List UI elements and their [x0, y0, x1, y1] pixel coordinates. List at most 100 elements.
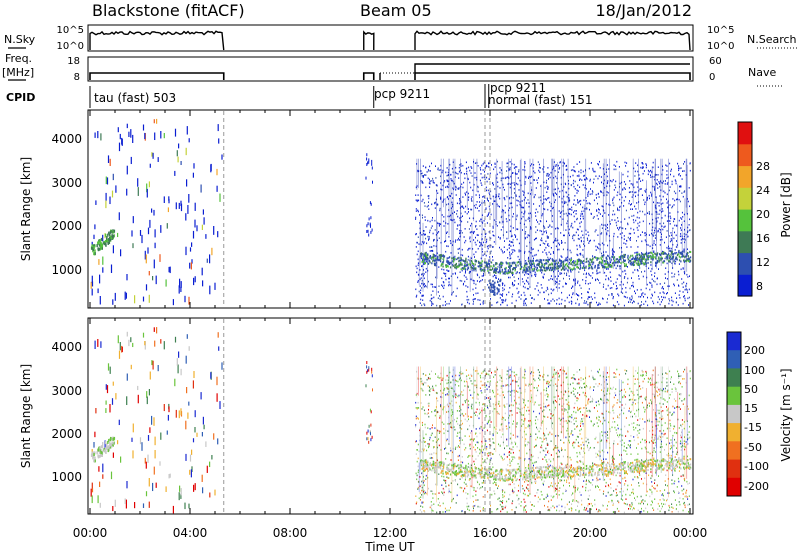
power-point — [456, 228, 458, 230]
power-point — [547, 302, 549, 305]
velocity-point — [436, 397, 438, 400]
power-streak — [419, 220, 421, 265]
power-gs-point — [585, 258, 588, 260]
power-point — [586, 237, 588, 240]
velocity-point — [552, 415, 554, 417]
velocity-point — [651, 436, 653, 439]
power-gs-point — [480, 262, 482, 265]
power-point — [487, 268, 489, 271]
velocity-point — [549, 464, 551, 467]
power-gs-point — [634, 261, 636, 264]
velocity-point — [438, 438, 440, 440]
power-cb-tick-20: 20 — [756, 208, 770, 221]
power-point — [541, 237, 543, 239]
power-point — [658, 268, 659, 270]
power-point — [416, 241, 418, 244]
power-point — [610, 280, 612, 282]
power-point — [427, 219, 429, 222]
power-gs-point — [583, 260, 585, 262]
power-gs-point — [495, 271, 497, 274]
power-gs-point — [604, 263, 606, 266]
velocity-point — [619, 454, 621, 456]
power-point — [569, 278, 570, 280]
power-point — [684, 228, 685, 231]
power-point — [677, 270, 679, 273]
power-point — [482, 300, 484, 302]
power-point — [437, 192, 439, 194]
power-gs-point — [581, 260, 583, 263]
power-point — [163, 196, 165, 203]
power-point — [671, 296, 673, 299]
power-point — [509, 257, 511, 260]
power-point — [421, 287, 423, 289]
power-point — [597, 272, 599, 274]
power-point — [547, 243, 549, 245]
power-point — [518, 250, 520, 253]
power-gs-point — [651, 252, 653, 254]
power-point — [639, 221, 641, 224]
power-gs-point — [633, 258, 635, 260]
power-point — [673, 175, 675, 178]
velocity-point — [546, 442, 548, 445]
power-point — [688, 224, 690, 226]
power-point — [629, 238, 631, 240]
power-point — [543, 291, 545, 294]
power-point — [586, 177, 587, 179]
velocity-point — [475, 451, 477, 453]
power-point — [479, 179, 481, 182]
power-point — [675, 182, 677, 185]
power-point — [602, 205, 604, 208]
power-streak — [561, 158, 563, 227]
power-point — [540, 199, 542, 202]
power-point — [651, 274, 653, 276]
power-point — [440, 164, 442, 167]
power-point — [437, 222, 439, 224]
power-point — [440, 196, 442, 199]
power-point — [417, 250, 419, 253]
power-gs-point — [576, 263, 578, 265]
power-point — [653, 251, 655, 254]
power-point — [492, 184, 494, 186]
power-point — [196, 225, 198, 232]
power-point — [555, 286, 557, 289]
power-point — [417, 280, 419, 282]
power-gs-point — [523, 264, 526, 267]
power-gs-point — [666, 257, 668, 260]
power-point — [543, 273, 545, 276]
power-point — [683, 220, 685, 222]
power-point — [535, 226, 537, 228]
power-point — [624, 161, 626, 164]
power-point — [472, 248, 474, 250]
power-point — [448, 270, 450, 272]
power-point — [578, 175, 580, 178]
power-point — [664, 241, 665, 244]
power-point — [466, 290, 468, 293]
power-point — [586, 202, 588, 205]
power-point — [625, 209, 627, 212]
power-point — [619, 267, 621, 270]
power-point — [506, 304, 508, 307]
power-gs-point — [447, 261, 449, 264]
power-point — [646, 276, 648, 279]
power-gs-point — [637, 260, 640, 263]
power-point — [436, 239, 438, 242]
power-point — [613, 204, 615, 207]
power-point — [371, 159, 373, 163]
power-gs-point — [109, 233, 111, 237]
power-gs-point — [483, 269, 485, 272]
power-point — [627, 266, 628, 268]
velocity-point — [105, 384, 107, 390]
power-point — [579, 225, 581, 228]
power-point — [492, 182, 494, 184]
power-point — [154, 242, 156, 249]
power-gs-point — [640, 262, 642, 265]
power-point — [532, 297, 533, 299]
power-point — [487, 199, 488, 201]
power-point — [456, 213, 458, 215]
power-point — [467, 259, 469, 261]
power-point — [428, 197, 430, 200]
velocity-point — [634, 399, 636, 401]
power-point — [632, 271, 634, 274]
power-point — [452, 187, 454, 189]
power-point — [688, 304, 689, 306]
